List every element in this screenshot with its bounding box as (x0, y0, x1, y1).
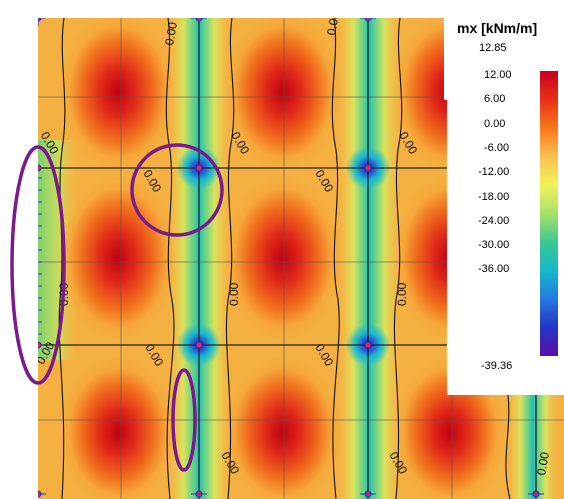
legend-color-bar (540, 71, 558, 356)
contour-label: 0.00 (534, 451, 552, 477)
contour-label: 0.00 (324, 11, 342, 37)
legend-max-value: 12.85 (479, 42, 507, 54)
legend-title: mx [kNm/m] (457, 20, 538, 36)
legend-tick-label: -12.00 (478, 166, 510, 179)
legend-tick-label: 12.00 (484, 69, 512, 81)
legend-tick-label: -18.00 (478, 190, 510, 203)
highlight-left-edge (10, 145, 66, 385)
contour-label: 0.00 (395, 282, 409, 306)
contour-label: 0.00 (162, 21, 180, 47)
legend-tick-label: -6.00 (484, 141, 510, 154)
legend-tick-label: -24.00 (478, 214, 510, 227)
highlight-column-node (130, 143, 224, 237)
legend-tick-label: -30.00 (478, 239, 510, 252)
legend-tick-label: 6.00 (484, 93, 506, 106)
legend-min-value: -39.36 (481, 360, 513, 372)
highlight-annotations (10, 143, 224, 472)
node-markers (38, 18, 544, 498)
highlight-strip-segment (171, 368, 197, 472)
legend-tick-label: 0.00 (484, 117, 506, 130)
contour-label: 0.00 (227, 282, 241, 306)
positive-moment-fields (60, 18, 506, 499)
color-legend: mx [kNm/m] 12.85 12.00 (447, 12, 564, 395)
legend-tick-label: -36.00 (478, 263, 510, 276)
